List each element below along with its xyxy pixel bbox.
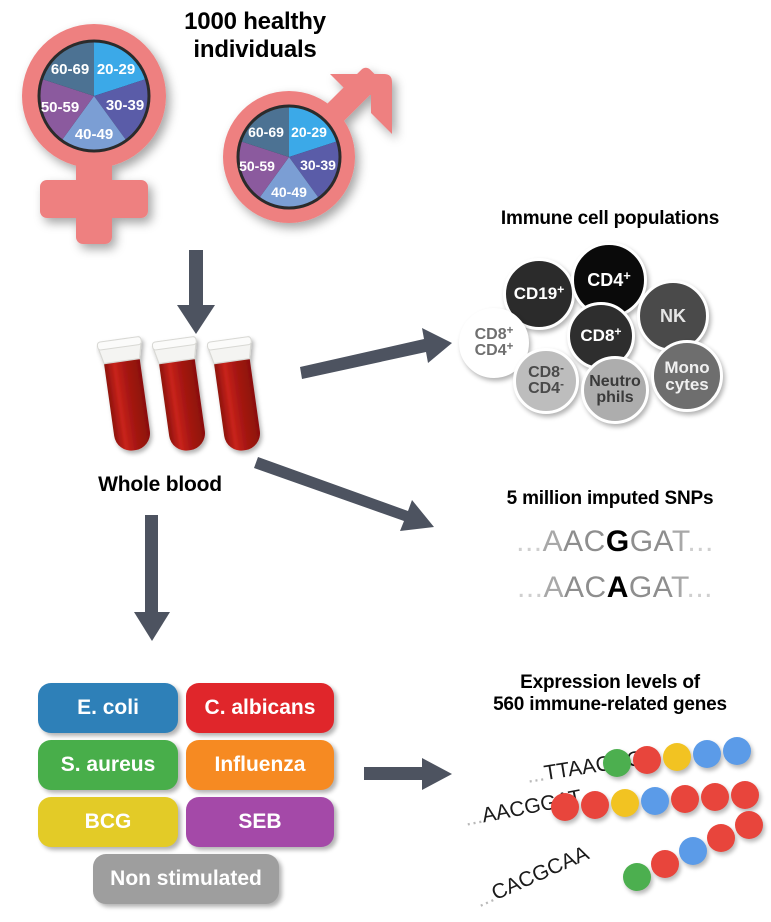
section-title-snps: 5 million imputed SNPs [506,488,714,509]
expression-title-line-1: Expression levels of [520,672,700,693]
gene-bead-1-2 [633,746,661,774]
blood-tube [206,336,261,451]
arrow-blood-to-immune-cells [300,325,455,385]
immune-cell-7: Neutro phils [581,356,649,424]
stimulus-pill-e-coli[interactable]: E. coli [38,683,178,733]
pie-label-20-29: 20-29 [291,124,327,140]
pie-slice-40-49 [259,157,319,207]
gene-bead-1-3 [663,743,691,771]
gene-bead-2-3 [611,789,639,817]
section-title-immune-cells: Immune cell populations [500,208,720,229]
stimulus-label: C. albicans [204,696,316,719]
stimulus-pill-influenza[interactable]: Influenza [186,740,334,790]
stimulus-pill-bcg[interactable]: BCG [38,797,178,847]
pie-slice-30-39 [289,141,339,198]
gene-bead-3-4 [707,824,735,852]
immune-cell-label: CD8- CD4- [528,362,564,397]
immune-cell-6: CD8- CD4- [513,348,579,414]
immune-cell-8: Mono cytes [651,340,723,412]
stimulus-label: SEB [238,810,282,833]
immune-cell-label: CD8+ [580,324,622,346]
snp-sequence-row-2: ...AACAGAT... [516,571,714,604]
immune-cell-label: Mono cytes [664,357,710,394]
pie-slice-20-29 [289,107,337,157]
arrow-blood-to-stimuli [128,515,176,645]
immune-cell-label: CD8+ CD4+ [474,324,514,359]
blood-tube [96,336,151,451]
immune-cell-label: CD19+ [513,282,565,304]
pie-label-50-59: 50-59 [239,158,275,174]
immune-cell-label: NK [660,305,686,326]
whole-blood-tubes [96,335,286,470]
gene-bead-1-1 [603,749,631,777]
pie-slice-30-39 [94,79,148,140]
stimulus-pill-non-stimulated[interactable]: Non stimulated [93,854,279,904]
stimulation-conditions-list: E. coli C. albicans S. aureus Influenza BCG S… [38,683,338,904]
pie-label-20-29: 20-29 [97,61,135,78]
pie-label-60-69: 60-69 [51,61,89,78]
gene-strand-sequence-3: ...CACGCAA [472,841,593,913]
stimulus-label: S. aureus [60,753,156,776]
gene-bead-1-4 [693,740,721,768]
gene-bead-2-2 [581,791,609,819]
pie-slice-20-29 [94,42,146,96]
immune-cell-population-cluster: CD19+ CD4+ CD8+ CD4+ CD8+ NK CD8- CD4- Neutro phi… [455,240,765,424]
gene-bead-2-1 [551,793,579,821]
arrow-individuals-to-blood [172,250,220,336]
gene-bead-3-2 [651,850,679,878]
pie-slice-60-69 [241,107,289,157]
stimulus-pill-seb[interactable]: SEB [186,797,334,847]
stimulus-pill-s-aureus[interactable]: S. aureus [38,740,178,790]
stimulus-label: BCG [84,810,132,833]
stimulus-label: Influenza [214,753,306,776]
gene-expression-strands: ...TTAACGG ...AACGGAT ...CACGCAA [455,735,771,920]
gene-bead-2-4 [641,787,669,815]
gene-bead-3-5 [735,811,763,839]
stimulus-pill-c-albicans[interactable]: C. albicans [186,683,334,733]
pie-label-40-49: 40-49 [75,126,113,143]
snp-sequence-row-1: ...AACGGAT... [516,525,714,558]
pie-slice-50-59 [40,79,94,140]
immune-cell-label: Neutro phils [589,372,641,406]
snp-sequence-illustration: ...AACGGAT... ...AACAGAT... [470,525,760,615]
stimulus-label: Non stimulated [110,867,262,890]
pie-label-30-39: 30-39 [106,97,144,114]
blood-tube [151,336,206,451]
age-pie-male [239,107,339,207]
expression-title-line-2: 560 immune-related genes [493,694,727,716]
immune-cell-label: CD4+ [587,267,631,290]
whole-blood-label: Whole blood [98,473,222,496]
pie-label-40-49: 40-49 [271,184,307,200]
gene-bead-2-6 [701,783,729,811]
pie-label-60-69: 60-69 [248,124,284,140]
pie-label-50-59: 50-59 [41,99,79,116]
pie-label-30-39: 30-39 [300,157,336,173]
age-pie-female [40,42,148,150]
pie-slice-40-49 [62,96,126,150]
female-gender-symbol: 20-29 30-39 40-49 50-59 60-69 [6,12,226,252]
arrow-blood-to-snps [254,455,448,545]
page-title-individuals: 1000 healthy individuals [184,8,326,64]
gene-bead-3-1 [623,863,651,891]
pie-slice-60-69 [42,42,94,96]
gene-bead-3-3 [679,837,707,865]
gene-bead-1-5 [723,737,751,765]
arrow-stimuli-to-genes [364,754,456,794]
immune-cell-5: NK [637,280,709,352]
gene-bead-2-5 [671,785,699,813]
male-gender-symbol: 20-29 30-39 40-49 50-59 60-69 [206,60,426,260]
gene-bead-2-7 [731,781,759,809]
section-title-expression: Expression levels of 560 immune-related … [455,672,765,717]
stimulus-label: E. coli [77,696,139,719]
pie-slice-50-59 [239,141,289,198]
